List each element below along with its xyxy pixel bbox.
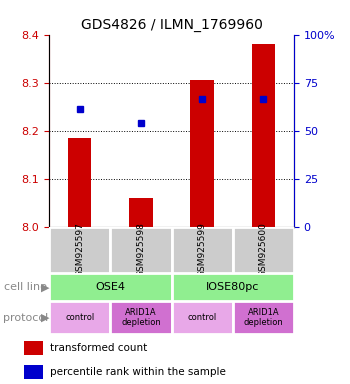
Text: ▶: ▶ xyxy=(41,313,50,323)
Bar xyxy=(68,138,91,227)
Bar xyxy=(110,301,172,334)
Text: control: control xyxy=(65,313,94,322)
Text: ▶: ▶ xyxy=(41,282,50,292)
Bar xyxy=(252,44,275,227)
Bar xyxy=(172,227,233,273)
Text: cell line: cell line xyxy=(4,282,47,292)
Text: ARID1A
depletion: ARID1A depletion xyxy=(121,308,161,328)
Bar xyxy=(233,301,294,334)
Bar xyxy=(110,227,172,273)
Text: OSE4: OSE4 xyxy=(95,282,125,292)
Text: GSM925600: GSM925600 xyxy=(259,222,268,277)
Text: IOSE80pc: IOSE80pc xyxy=(206,282,259,292)
Bar xyxy=(49,227,110,273)
Text: control: control xyxy=(188,313,217,322)
Bar xyxy=(233,227,294,273)
Title: GDS4826 / ILMN_1769960: GDS4826 / ILMN_1769960 xyxy=(80,18,262,32)
Text: percentile rank within the sample: percentile rank within the sample xyxy=(50,367,225,377)
Text: transformed count: transformed count xyxy=(50,343,147,353)
Bar xyxy=(49,301,110,334)
Bar xyxy=(24,365,43,379)
Text: protocol: protocol xyxy=(4,313,49,323)
Bar xyxy=(172,301,233,334)
Text: GSM925598: GSM925598 xyxy=(136,222,145,277)
Bar xyxy=(24,341,43,355)
Text: GSM925597: GSM925597 xyxy=(75,222,84,277)
Text: ARID1A
depletion: ARID1A depletion xyxy=(244,308,283,328)
Bar xyxy=(172,273,294,301)
Bar xyxy=(49,273,172,301)
Bar xyxy=(129,198,153,227)
Text: GSM925599: GSM925599 xyxy=(198,222,206,277)
Bar xyxy=(190,80,214,227)
